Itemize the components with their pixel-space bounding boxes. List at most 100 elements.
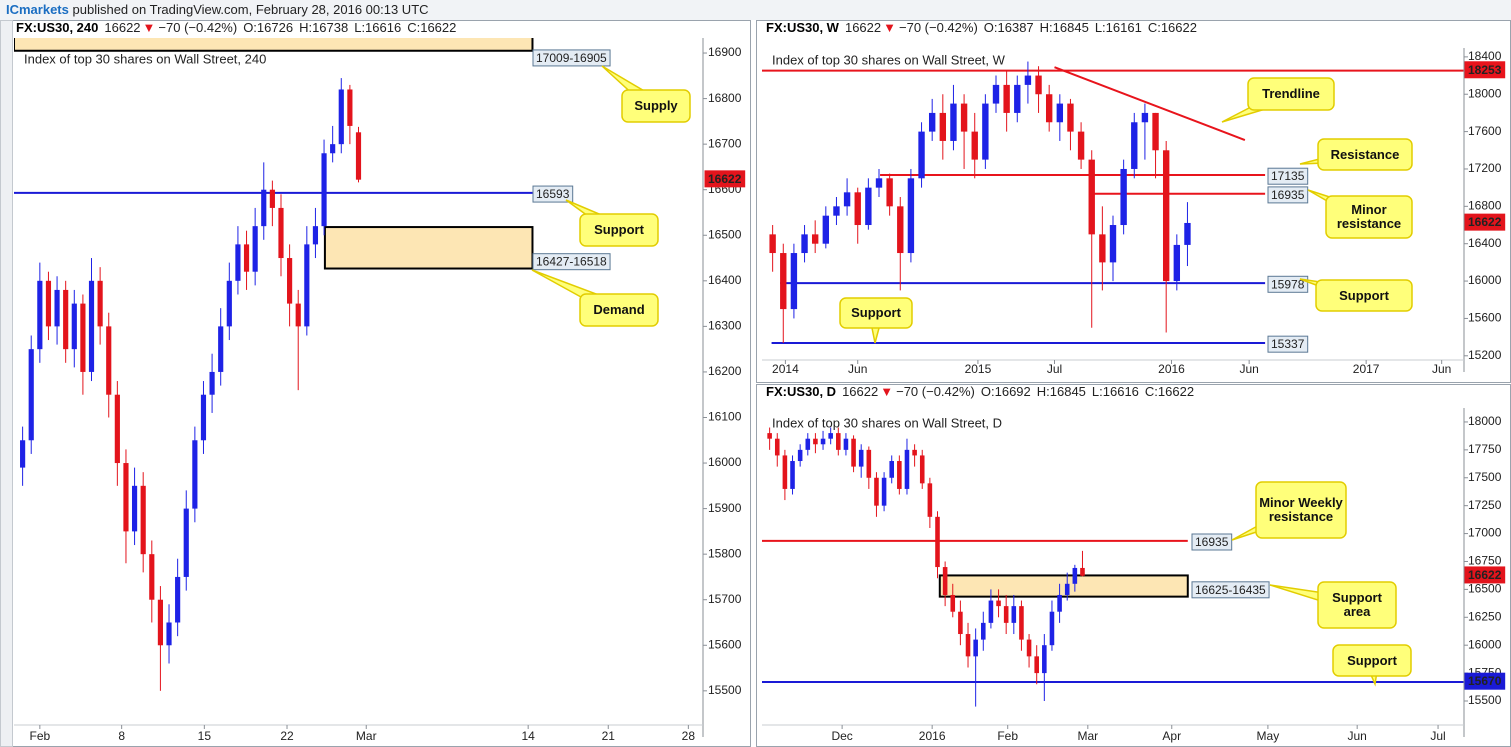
candle-body xyxy=(904,449,910,489)
y-tick-label: 16000 xyxy=(1468,273,1502,287)
x-tick-label: Jun xyxy=(1347,729,1366,743)
candle-body xyxy=(1064,583,1070,595)
callout-cover xyxy=(581,295,657,325)
x-tick-label: 22 xyxy=(280,729,294,743)
plot-area xyxy=(14,38,534,691)
candle-body xyxy=(797,449,803,462)
candle-body xyxy=(1042,645,1047,674)
candle-body xyxy=(790,253,798,310)
x-tick-label: 2014 xyxy=(772,362,799,376)
candle-body xyxy=(1120,168,1127,226)
callout-cover xyxy=(581,215,657,245)
candle-body xyxy=(1109,225,1117,263)
y-tick-label: 16000 xyxy=(708,455,742,469)
header-last: 16622 xyxy=(845,20,881,35)
candle-body xyxy=(304,244,310,327)
candle-body xyxy=(780,253,787,310)
candle-body xyxy=(140,485,146,555)
header-change: −70 (−0.42%) xyxy=(899,20,978,35)
x-tick-label: Mar xyxy=(1077,729,1098,743)
y-tick-label: 16200 xyxy=(708,364,742,378)
zone-label-bg xyxy=(532,49,611,67)
candle-body xyxy=(1173,244,1181,282)
candle-body xyxy=(973,639,978,657)
candle-body xyxy=(20,440,26,468)
candle-body xyxy=(1034,656,1039,674)
zone xyxy=(14,38,534,52)
candle-body xyxy=(843,192,851,207)
callout: Support area xyxy=(1332,591,1382,619)
level-label-bg xyxy=(1267,335,1309,353)
candle-body xyxy=(1141,112,1149,123)
candle-body xyxy=(63,289,69,350)
zone xyxy=(938,574,1189,598)
candle-body xyxy=(889,461,895,478)
candle-body xyxy=(209,371,215,395)
level-axis-label-bg xyxy=(1464,672,1506,690)
candle-body xyxy=(330,144,336,154)
y-tick-label: 16750 xyxy=(1468,554,1502,568)
chart-title: Index of top 30 shares on Wall Street, D xyxy=(772,415,1002,430)
header-arrow: ▼ xyxy=(880,384,893,399)
y-tick-label: 18000 xyxy=(1468,414,1502,428)
candle-body xyxy=(1057,594,1062,612)
y-tick-label: 16500 xyxy=(708,227,742,241)
level-label: 16935 xyxy=(1195,535,1229,549)
candle-body xyxy=(1077,131,1085,160)
candle-body xyxy=(912,449,917,456)
candle-body xyxy=(269,189,275,208)
callout-cover xyxy=(1317,281,1411,310)
callout: Support xyxy=(594,222,644,237)
header-arrow: ▼ xyxy=(883,20,896,35)
callout-text: Resistance xyxy=(1330,146,1400,162)
candle-body xyxy=(97,280,103,327)
candle-body xyxy=(897,206,904,254)
x-tick-label: Dec xyxy=(831,729,852,743)
y-tick-label: 16250 xyxy=(1468,609,1502,623)
callout-text: Demand xyxy=(593,302,645,317)
header-last: 16622 xyxy=(104,20,140,35)
y-tick-label: 16100 xyxy=(708,410,742,424)
candle-body xyxy=(1049,611,1055,646)
plot-area xyxy=(762,61,1464,344)
candle-body xyxy=(1003,606,1009,623)
candle-body xyxy=(1080,567,1085,576)
x-tick-label: 28 xyxy=(682,729,696,743)
callout: Support xyxy=(1339,288,1389,302)
candle-body xyxy=(295,303,301,327)
y-tick-label: 17750 xyxy=(1468,442,1502,456)
header-last: 16622 xyxy=(842,384,878,399)
callout-text: Support xyxy=(851,305,901,320)
chart-header: FX:US30, 240 16622 ▼ −70 (−0.42%) O:16726 H:1… xyxy=(16,20,456,35)
level-label-bg xyxy=(532,185,574,203)
panel xyxy=(0,20,751,747)
candle-body xyxy=(1072,567,1078,584)
header-c: C:16622 xyxy=(1148,20,1197,35)
brand[interactable]: ICmarkets xyxy=(6,2,69,17)
chart-header: FX:US30, D 16622 ▼ −70 (−0.42%) O:16692 H:168… xyxy=(766,384,1194,399)
candle-body xyxy=(813,438,818,445)
zone-label: 17009-16905 xyxy=(536,51,607,65)
candle-body xyxy=(886,178,893,207)
x-tick-label: 21 xyxy=(602,729,616,743)
level-label-bg xyxy=(1267,167,1309,185)
candle-body xyxy=(875,178,883,188)
candle-body xyxy=(782,455,788,489)
candle-body xyxy=(1003,84,1010,113)
x-tick-label: 8 xyxy=(118,729,125,743)
header-h: H:16845 xyxy=(1040,20,1089,35)
header-o: O:16692 xyxy=(981,384,1031,399)
x-tick-label: 2016 xyxy=(1158,362,1185,376)
header-symbol: FX:US30, D xyxy=(766,384,836,399)
y-tick-label: 16500 xyxy=(1468,582,1502,596)
x-tick-label: 15 xyxy=(198,729,212,743)
callout-text: Support xyxy=(594,222,644,237)
y-tick-label: 15600 xyxy=(708,637,742,651)
callout: Trendline xyxy=(1262,87,1320,101)
candle-body xyxy=(157,599,163,646)
candle-body xyxy=(805,438,811,450)
top-bar-text: ICmarkets published on TradingView.com, … xyxy=(6,2,429,17)
candle-body xyxy=(980,622,986,640)
candle-body xyxy=(843,438,849,450)
